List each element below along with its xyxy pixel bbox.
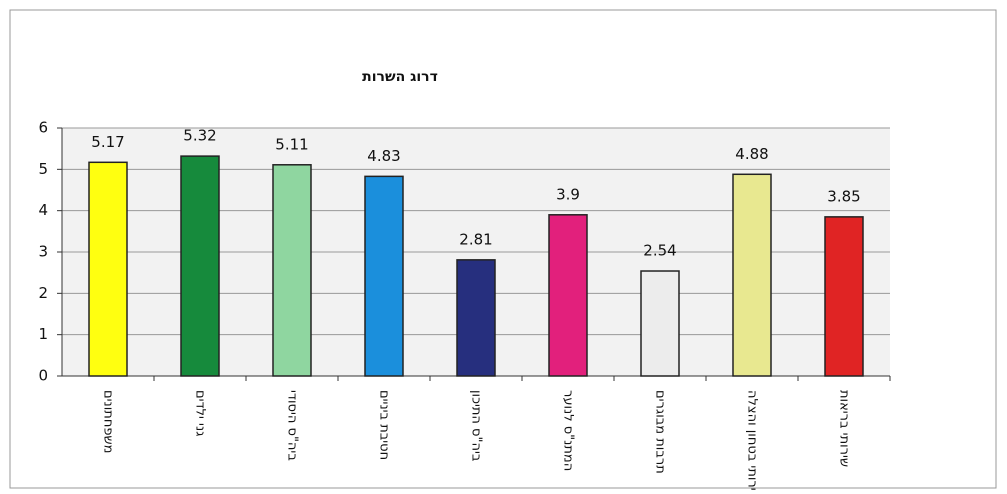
y-tick-label: 6 <box>38 119 48 137</box>
x-tick-label: המתנ"ס לנוער <box>561 390 576 471</box>
x-tick-label: שירותי בריאות <box>837 390 852 467</box>
x-tick-label: גני ילדים <box>193 390 208 437</box>
x-tick-label: שירותי בטחון והצלה <box>745 390 760 490</box>
value-label: 5.17 <box>91 133 124 151</box>
bar <box>180 155 220 377</box>
y-tick-label: 1 <box>38 325 48 343</box>
y-tick-label: 4 <box>38 201 48 219</box>
value-label: 4.83 <box>367 147 400 165</box>
x-tick-label: ביה"ס התיכון <box>469 390 484 461</box>
chart-title: דרוג השרות <box>362 69 438 85</box>
bar <box>548 214 588 377</box>
y-tick-label: 0 <box>38 367 48 385</box>
bar <box>640 270 680 377</box>
x-tick-label: ביה"ס היסודי <box>285 390 300 461</box>
bar <box>732 173 772 377</box>
y-tick-label: 5 <box>38 160 48 178</box>
x-tick-label: משפחתונים <box>101 390 116 453</box>
bar <box>824 216 864 377</box>
x-tick-label: חטיבת ביניים <box>377 390 392 460</box>
y-tick-label: 2 <box>38 284 48 302</box>
bar <box>364 175 404 377</box>
y-tick-label: 3 <box>38 243 48 261</box>
bar <box>456 259 496 377</box>
x-tick-label: תרבות מבוגרים <box>653 390 668 474</box>
frame <box>9 9 997 489</box>
value-label: 2.54 <box>643 242 676 260</box>
value-label: 4.88 <box>735 145 768 163</box>
value-label: 2.81 <box>459 230 492 248</box>
value-label: 5.11 <box>275 135 308 153</box>
value-label: 3.85 <box>827 187 860 205</box>
value-label: 3.9 <box>556 185 580 203</box>
bar <box>88 161 128 377</box>
value-label: 5.32 <box>183 127 216 145</box>
bar <box>272 164 312 377</box>
